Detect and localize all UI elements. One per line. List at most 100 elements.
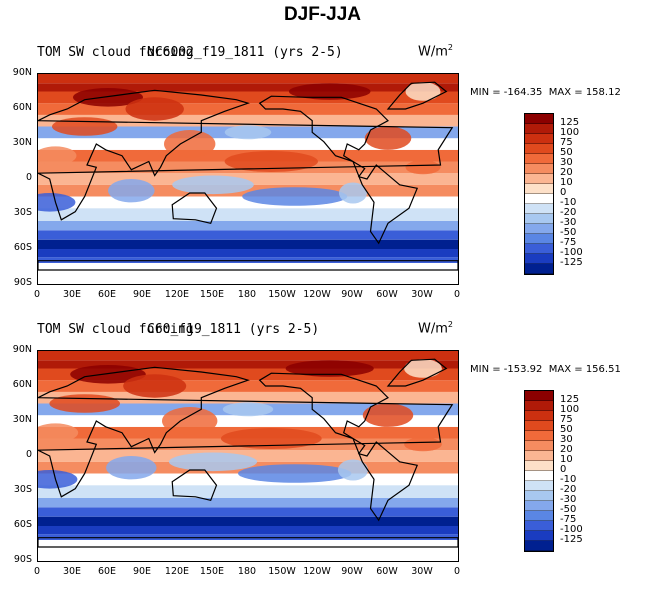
field-band xyxy=(38,138,458,150)
colorbar-swatch xyxy=(525,164,553,174)
field-blob xyxy=(405,82,441,101)
colorbar-level-label: 125 xyxy=(560,394,580,405)
lat-tick-label: 0 xyxy=(25,172,32,183)
coastline xyxy=(258,95,419,245)
colorbar-swatch xyxy=(525,391,553,401)
lat-tick-label: 60S xyxy=(13,519,32,530)
coastline xyxy=(38,366,454,498)
colorbar-level-label: -30 xyxy=(560,494,577,505)
lon-tick-label: 120W xyxy=(303,566,331,577)
field-band xyxy=(38,415,458,427)
field-band xyxy=(38,184,458,197)
field-band xyxy=(38,368,458,381)
lat-tick-label: 60N xyxy=(12,102,32,113)
colorbar-level-label: 100 xyxy=(560,127,580,138)
lat-tick-label: 0 xyxy=(25,449,32,460)
map-plot xyxy=(37,73,459,285)
colorbar-level-label: -10 xyxy=(560,474,577,485)
field-blob xyxy=(38,193,76,212)
lat-tick-label: 90S xyxy=(13,554,32,565)
field-band xyxy=(38,540,458,561)
colorbar-swatch xyxy=(525,264,553,274)
colorbar-level-label: 0 xyxy=(560,464,567,475)
min-max-label: MIN = -164.35 MAX = 158.12 xyxy=(470,87,621,98)
colorbar-swatch xyxy=(525,174,553,184)
colorbar-swatch xyxy=(525,521,553,531)
colorbar-swatch xyxy=(525,124,553,134)
colorbar-level-label: 100 xyxy=(560,404,580,415)
field-blob xyxy=(172,175,254,195)
colorbar-level-label: -75 xyxy=(560,237,577,248)
field-blob xyxy=(224,151,318,172)
lon-tick-label: 30W xyxy=(411,289,433,300)
lat-tick-label: 90N xyxy=(12,67,32,78)
field-blob xyxy=(38,423,79,442)
panel-bottom: TOM SW cloud forcing C60_f19_1811 (yrs 2… xyxy=(0,320,645,592)
colorbar-level-label: -100 xyxy=(560,247,583,258)
field-blob xyxy=(123,374,187,398)
coastline xyxy=(386,358,448,387)
field-blob xyxy=(242,187,348,206)
field-band xyxy=(38,249,458,258)
field-blob xyxy=(125,97,184,121)
coastline xyxy=(38,89,454,221)
field-band xyxy=(38,263,458,284)
colorbar-swatch xyxy=(525,491,553,501)
colorbar-swatch xyxy=(525,144,553,154)
field-blob xyxy=(339,182,367,204)
field-blob xyxy=(38,470,78,489)
colorbar-swatch xyxy=(525,204,553,214)
panel-title: TOM SW cloud forcing xyxy=(37,45,194,60)
colorbar-swatch xyxy=(525,194,553,204)
field-band xyxy=(38,360,458,369)
field-blob xyxy=(38,146,77,165)
lon-tick-label: 150E xyxy=(199,566,225,577)
colorbar-level-label: -50 xyxy=(560,504,577,515)
field-blob xyxy=(364,126,412,150)
field-blob xyxy=(73,88,143,107)
lon-tick-label: 0 xyxy=(453,289,461,300)
field-band xyxy=(38,380,458,392)
lon-tick-label: 180 xyxy=(237,566,257,577)
colorbar-swatch xyxy=(525,234,553,244)
field-blob xyxy=(164,130,216,158)
colorbar-level-label: -100 xyxy=(560,524,583,535)
lon-tick-label: 180 xyxy=(237,289,257,300)
colorbar-level-label: -20 xyxy=(560,484,577,495)
units-label: W/m2 xyxy=(418,43,453,60)
field-blob xyxy=(404,437,442,452)
lat-tick-label: 60S xyxy=(13,242,32,253)
field-band xyxy=(38,391,458,404)
lon-tick-label: 120E xyxy=(164,566,190,577)
lon-tick-label: 60W xyxy=(376,289,398,300)
field-blob xyxy=(288,83,371,100)
colorbar-swatch xyxy=(525,541,553,551)
colorbar-swatch xyxy=(525,431,553,441)
lon-tick-label: 0 xyxy=(33,566,41,577)
lat-tick-label: 30N xyxy=(12,414,32,425)
map-svg xyxy=(38,351,458,561)
colorbar-level-label: -20 xyxy=(560,207,577,218)
field-band xyxy=(38,534,458,540)
lon-tick-label: 150W xyxy=(268,566,296,577)
colorbar-level-label: -125 xyxy=(560,534,583,545)
field-blob xyxy=(162,407,218,435)
colorbar-level-label: 50 xyxy=(560,147,573,158)
colorbar-swatch xyxy=(525,411,553,421)
field-blob xyxy=(220,428,322,449)
field-blob xyxy=(52,117,118,136)
coastline xyxy=(38,537,458,548)
colorbar-swatch xyxy=(525,451,553,461)
lon-tick-label: 60W xyxy=(376,566,398,577)
lon-tick-label: 90W xyxy=(341,566,363,577)
field-blob xyxy=(49,394,120,413)
colorbar-swatch xyxy=(525,184,553,194)
lon-tick-label: 30E xyxy=(62,289,82,300)
field-blob xyxy=(108,179,155,203)
field-blob xyxy=(405,160,441,175)
field-band xyxy=(38,507,458,517)
colorbar-swatch xyxy=(525,401,553,411)
field-blob xyxy=(285,360,374,377)
field-blob xyxy=(222,402,274,417)
colorbar-swatch xyxy=(525,461,553,471)
